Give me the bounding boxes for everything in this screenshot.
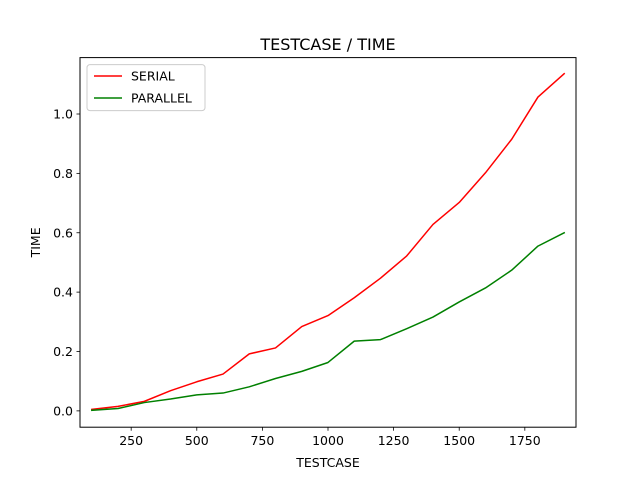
series-line-serial bbox=[90, 72, 566, 411]
y-tick-label: 0.8 bbox=[53, 166, 73, 181]
x-tick-label: 250 bbox=[119, 433, 143, 448]
y-axis-label: TIME bbox=[28, 227, 43, 258]
y-tick-label: 0.6 bbox=[53, 225, 73, 240]
x-tick-label: 1500 bbox=[443, 433, 475, 448]
chart-title: TESTCASE / TIME bbox=[259, 35, 395, 54]
legend: SERIAL PARALLEL bbox=[86, 64, 206, 112]
x-tick-label: 750 bbox=[250, 433, 274, 448]
y-tick-label: 1.0 bbox=[53, 107, 73, 122]
x-tick-label: 1000 bbox=[312, 433, 344, 448]
y-tick-label: 0.4 bbox=[53, 285, 73, 300]
series-line-parallel bbox=[91, 231, 566, 412]
plot-lines bbox=[90, 72, 566, 412]
y-tick-label: 0.2 bbox=[53, 344, 73, 359]
y-tick-label: 0.0 bbox=[53, 403, 73, 418]
x-tick-label: 500 bbox=[185, 433, 209, 448]
x-tick-label: 1750 bbox=[509, 433, 541, 448]
legend-label-serial: SERIAL bbox=[131, 69, 175, 84]
plot-frame bbox=[79, 57, 577, 428]
x-tick-label: 1250 bbox=[378, 433, 410, 448]
x-axis-label: TESTCASE bbox=[295, 455, 360, 470]
axis-ticks: 250 500 750 1000 1250 1500 1750 0.0 0.2 0.4 0.6 0.8… bbox=[53, 107, 541, 449]
legend-label-parallel: PARALLEL bbox=[131, 91, 192, 106]
